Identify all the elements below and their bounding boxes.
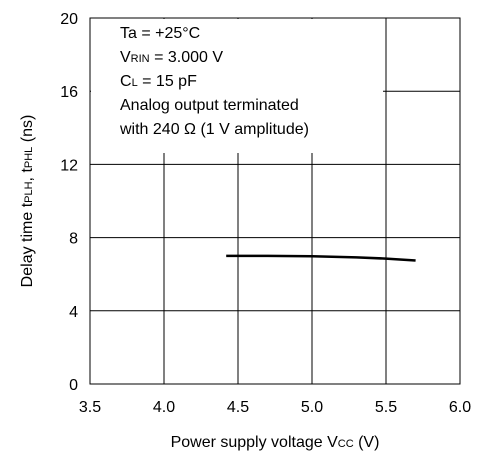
annotation-box (91, 19, 383, 153)
x-axis-label-unit: (V) (354, 434, 380, 451)
y-axis-label-main: Delay time t (19, 202, 36, 287)
x-tick-label-5: 6.0 (449, 399, 471, 416)
x-tick-label-0: 3.5 (79, 399, 101, 416)
y-tick-label-4: 16 (60, 84, 78, 101)
y-axis-label-mid: , t (19, 168, 36, 182)
y-tick-label-2: 8 (69, 231, 78, 248)
y-axis-label-sub1: PLH (23, 181, 35, 202)
y-tick-label-3: 12 (60, 157, 78, 174)
y-tick-label-1: 4 (69, 304, 78, 321)
series-line-0 (226, 254, 416, 262)
x-tick-label-3: 5.0 (301, 399, 323, 416)
annotation-vrin-post: = 3.000 V (150, 49, 224, 66)
plot-frame-rect (89, 17, 461, 385)
annotation-termination: with 240 Ω (1 V amplitude) (119, 121, 309, 138)
x-tick-label-4: 5.5 (375, 399, 397, 416)
annotation-cl-post: = 15 pF (138, 73, 197, 90)
y-tick-labels: 0 4 8 12 16 20 (60, 11, 78, 394)
x-tick-labels: 3.5 4.0 4.5 5.0 5.5 6.0 (79, 399, 471, 416)
y-tick-label-5: 20 (60, 11, 78, 28)
y-tick-label-0: 0 (69, 377, 78, 394)
y-axis-label-sub2: PHL (23, 147, 35, 168)
annotation-vrin: VRIN = 3.000 V (120, 49, 223, 66)
x-tick-label-2: 4.5 (227, 399, 249, 416)
x-axis-label: Power supply voltage VCC (V) (171, 434, 380, 451)
annotation-vrin-sub: RIN (131, 53, 150, 65)
annotation-cl-pre: C (120, 73, 132, 90)
plot-frame (89, 17, 461, 385)
annotation-cl: CL = 15 pF (120, 73, 197, 90)
x-axis-label-main: Power supply voltage V (171, 434, 339, 451)
y-axis-label-unit: (ns) (19, 115, 36, 147)
y-axis-label: Delay time tPLH, tPHL (ns) (19, 115, 36, 288)
annotation-cl-sub: L (132, 77, 138, 89)
series-group (226, 254, 416, 262)
annotation-vrin-pre: V (120, 49, 131, 66)
annotation-output-terminated: Analog output terminated (120, 97, 299, 114)
x-tick-label-1: 4.0 (153, 399, 175, 416)
annotation-temperature: Ta = +25°C (120, 25, 200, 42)
x-axis-label-sub: CC (338, 438, 354, 450)
